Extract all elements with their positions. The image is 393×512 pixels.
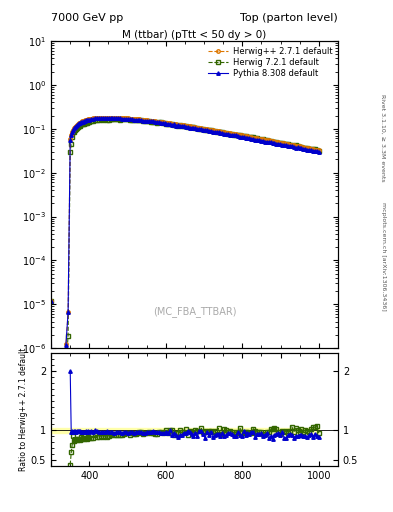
Herwig 7.2.1 default (110, 116, 115, 122)
Herwig 7.2.1 default (172, 122, 176, 128)
Herwig++ 2.7.1 default (172, 121, 176, 127)
Herwig 7.2.1 default (210, 128, 215, 134)
Herwig++ 2.7.1 default (70, 129, 75, 135)
Legend: Herwig++ 2.7.1 default, Herwig 7.2.1 default, Pythia 8.308 default: Herwig++ 2.7.1 default, Herwig 7.2.1 def… (206, 45, 334, 80)
Herwig 7.2.1 default (316, 147, 321, 154)
Line: Herwig 7.2.1 default: Herwig 7.2.1 default (50, 117, 321, 512)
Line: Pythia 8.308 default: Pythia 8.308 default (50, 116, 321, 512)
Herwig++ 2.7.1 default (89, 116, 94, 122)
Pythia 8.308 default (49, 297, 53, 304)
Pythia 8.308 default (178, 123, 182, 129)
Text: Rivet 3.1.10, ≥ 3.3M events: Rivet 3.1.10, ≥ 3.3M events (381, 94, 386, 182)
Text: mcplots.cern.ch [arXiv:1306.3436]: mcplots.cern.ch [arXiv:1306.3436] (381, 202, 386, 310)
Herwig++ 2.7.1 default (49, 297, 53, 304)
Herwig 7.2.1 default (70, 134, 75, 140)
Herwig++ 2.7.1 default (237, 132, 242, 138)
Herwig++ 2.7.1 default (316, 147, 321, 154)
Title: M (ttbar) (pTtt < 50 dy > 0): M (ttbar) (pTtt < 50 dy > 0) (122, 30, 267, 40)
Text: 7000 GeV pp: 7000 GeV pp (51, 13, 123, 23)
Herwig 7.2.1 default (89, 118, 94, 124)
Herwig++ 2.7.1 default (178, 122, 182, 128)
Line: Herwig++ 2.7.1 default: Herwig++ 2.7.1 default (50, 116, 321, 512)
Herwig++ 2.7.1 default (210, 127, 215, 133)
Herwig++ 2.7.1 default (106, 115, 111, 121)
Herwig 7.2.1 default (237, 132, 242, 138)
Pythia 8.308 default (316, 149, 321, 155)
Pythia 8.308 default (172, 121, 176, 127)
Text: (MC_FBA_TTBAR): (MC_FBA_TTBAR) (153, 306, 236, 317)
Pythia 8.308 default (105, 115, 109, 121)
Pythia 8.308 default (89, 116, 94, 122)
Pythia 8.308 default (237, 134, 242, 140)
Pythia 8.308 default (210, 129, 215, 135)
Pythia 8.308 default (70, 129, 75, 135)
Herwig 7.2.1 default (49, 297, 53, 304)
Herwig 7.2.1 default (178, 122, 182, 129)
Y-axis label: Ratio to Herwig++ 2.7.1 default: Ratio to Herwig++ 2.7.1 default (19, 348, 28, 471)
Text: Top (parton level): Top (parton level) (240, 13, 338, 23)
